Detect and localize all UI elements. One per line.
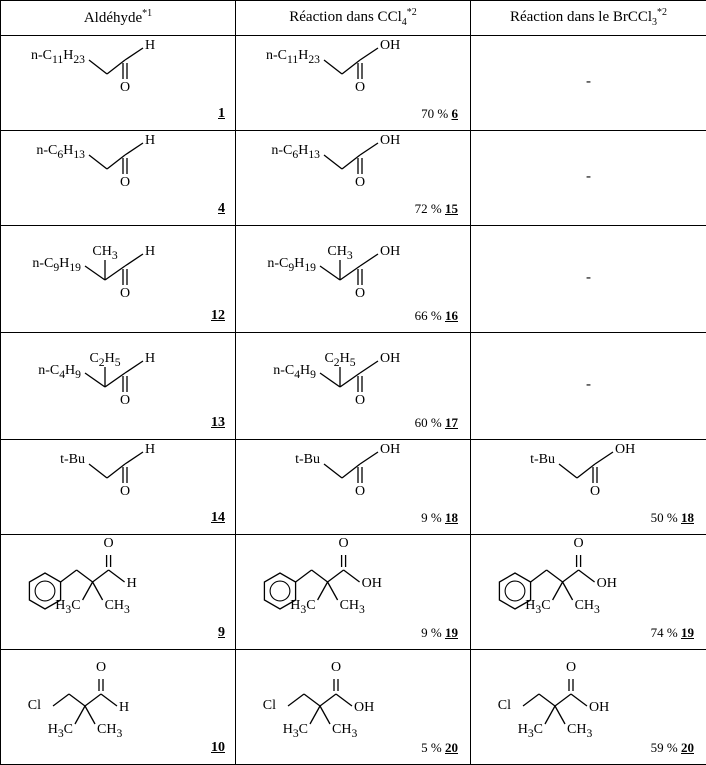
yield-label: 9 % 18 [421, 510, 458, 526]
cell-aldehyde: n-C9H19CH3HO12 [1, 226, 236, 333]
chem-cell: t-BuOHO50 % 18 [477, 444, 700, 528]
header-aldehyde: Aldéhyde*1 [1, 1, 236, 36]
yield-label: 59 % 20 [651, 740, 694, 756]
cell-brccl3: - [471, 226, 706, 333]
chem-cell: n-C11H23OHO70 % 6 [242, 40, 464, 124]
header-brccl3: Réaction dans le BrCCl3*2 [471, 1, 706, 36]
chem-cell: t-BuHO14 [7, 444, 229, 528]
dash-icon: - [586, 74, 591, 91]
cell-brccl3: OOHH3CCH374 % 19 [471, 535, 706, 650]
yield-label: 70 % 6 [421, 106, 458, 122]
dash-icon: - [586, 169, 591, 186]
chem-cell: ClOHH3CCH310 [7, 654, 229, 758]
chem-cell: n-C6H13HO4 [7, 135, 229, 219]
compound-number: 13 [211, 415, 225, 431]
reaction-table: Aldéhyde*1 Réaction dans CCl4*2 Réaction… [0, 0, 706, 765]
cell-brccl3: t-BuOHO50 % 18 [471, 440, 706, 535]
cell-aldehyde: n-C6H13HO4 [1, 131, 236, 226]
empty-cell: - [477, 40, 700, 124]
cell-ccl4: n-C6H13OHO72 % 15 [236, 131, 471, 226]
compound-number: 4 [218, 201, 225, 217]
compound-number: 12 [211, 308, 225, 324]
chem-cell: n-C9H19CH3OHO66 % 16 [242, 230, 464, 326]
yield-label: 50 % 18 [651, 510, 694, 526]
chem-cell: n-C4H9C2H5HO13 [7, 337, 229, 433]
yield-label: 9 % 19 [421, 625, 458, 641]
yield-label: 5 % 20 [421, 740, 458, 756]
chem-cell: OHH3CCH39 [7, 539, 229, 643]
yield-label: 66 % 16 [415, 308, 458, 324]
cell-ccl4: n-C4H9C2H5OHO60 % 17 [236, 333, 471, 440]
cell-aldehyde: t-BuHO14 [1, 440, 236, 535]
cell-ccl4: OOHH3CCH39 % 19 [236, 535, 471, 650]
yield-label: 60 % 17 [415, 415, 458, 431]
table-row: n-C11H23HO1n-C11H23OHO70 % 6 - [1, 36, 706, 131]
table-row: ClOHH3CCH310ClOOHH3CCH35 % 20ClOOHH3CCH3… [1, 650, 706, 765]
chem-cell: OOHH3CCH39 % 19 [242, 539, 464, 643]
chem-cell: n-C11H23HO1 [7, 40, 229, 124]
compound-number: 1 [218, 106, 225, 122]
dash-icon: - [586, 270, 591, 287]
table-row: n-C4H9C2H5HO13n-C4H9C2H5OHO60 % 17 - [1, 333, 706, 440]
table-row: OHH3CCH39 OOHH3CCH39 % 19 OOHH3CCH374 % … [1, 535, 706, 650]
cell-brccl3: - [471, 131, 706, 226]
cell-ccl4: t-BuOHO9 % 18 [236, 440, 471, 535]
chem-cell: ClOOHH3CCH35 % 20 [242, 654, 464, 758]
header-ccl4: Réaction dans CCl4*2 [236, 1, 471, 36]
chem-cell: OOHH3CCH374 % 19 [477, 539, 700, 643]
yield-label: 74 % 19 [651, 625, 694, 641]
cell-ccl4: n-C11H23OHO70 % 6 [236, 36, 471, 131]
cell-brccl3: - [471, 36, 706, 131]
empty-cell: - [477, 230, 700, 326]
compound-number: 14 [211, 510, 225, 526]
cell-brccl3: ClOOHH3CCH359 % 20 [471, 650, 706, 765]
compound-number: 9 [218, 625, 225, 641]
table-row: t-BuHO14t-BuOHO9 % 18t-BuOHO50 % 18 [1, 440, 706, 535]
dash-icon: - [586, 377, 591, 394]
empty-cell: - [477, 337, 700, 433]
cell-aldehyde: n-C11H23HO1 [1, 36, 236, 131]
cell-aldehyde: OHH3CCH39 [1, 535, 236, 650]
compound-number: 10 [211, 740, 225, 756]
table-row: n-C9H19CH3HO12n-C9H19CH3OHO66 % 16 - [1, 226, 706, 333]
empty-cell: - [477, 135, 700, 219]
cell-aldehyde: ClOHH3CCH310 [1, 650, 236, 765]
cell-aldehyde: n-C4H9C2H5HO13 [1, 333, 236, 440]
header-row: Aldéhyde*1 Réaction dans CCl4*2 Réaction… [1, 1, 706, 36]
table-body: n-C11H23HO1n-C11H23OHO70 % 6-n-C6H13HO4n… [1, 36, 706, 765]
cell-ccl4: ClOOHH3CCH35 % 20 [236, 650, 471, 765]
chem-cell: ClOOHH3CCH359 % 20 [477, 654, 700, 758]
chem-cell: n-C6H13OHO72 % 15 [242, 135, 464, 219]
cell-brccl3: - [471, 333, 706, 440]
cell-ccl4: n-C9H19CH3OHO66 % 16 [236, 226, 471, 333]
yield-label: 72 % 15 [415, 201, 458, 217]
chem-cell: t-BuOHO9 % 18 [242, 444, 464, 528]
chem-cell: n-C9H19CH3HO12 [7, 230, 229, 326]
table-row: n-C6H13HO4n-C6H13OHO72 % 15 - [1, 131, 706, 226]
chem-cell: n-C4H9C2H5OHO60 % 17 [242, 337, 464, 433]
